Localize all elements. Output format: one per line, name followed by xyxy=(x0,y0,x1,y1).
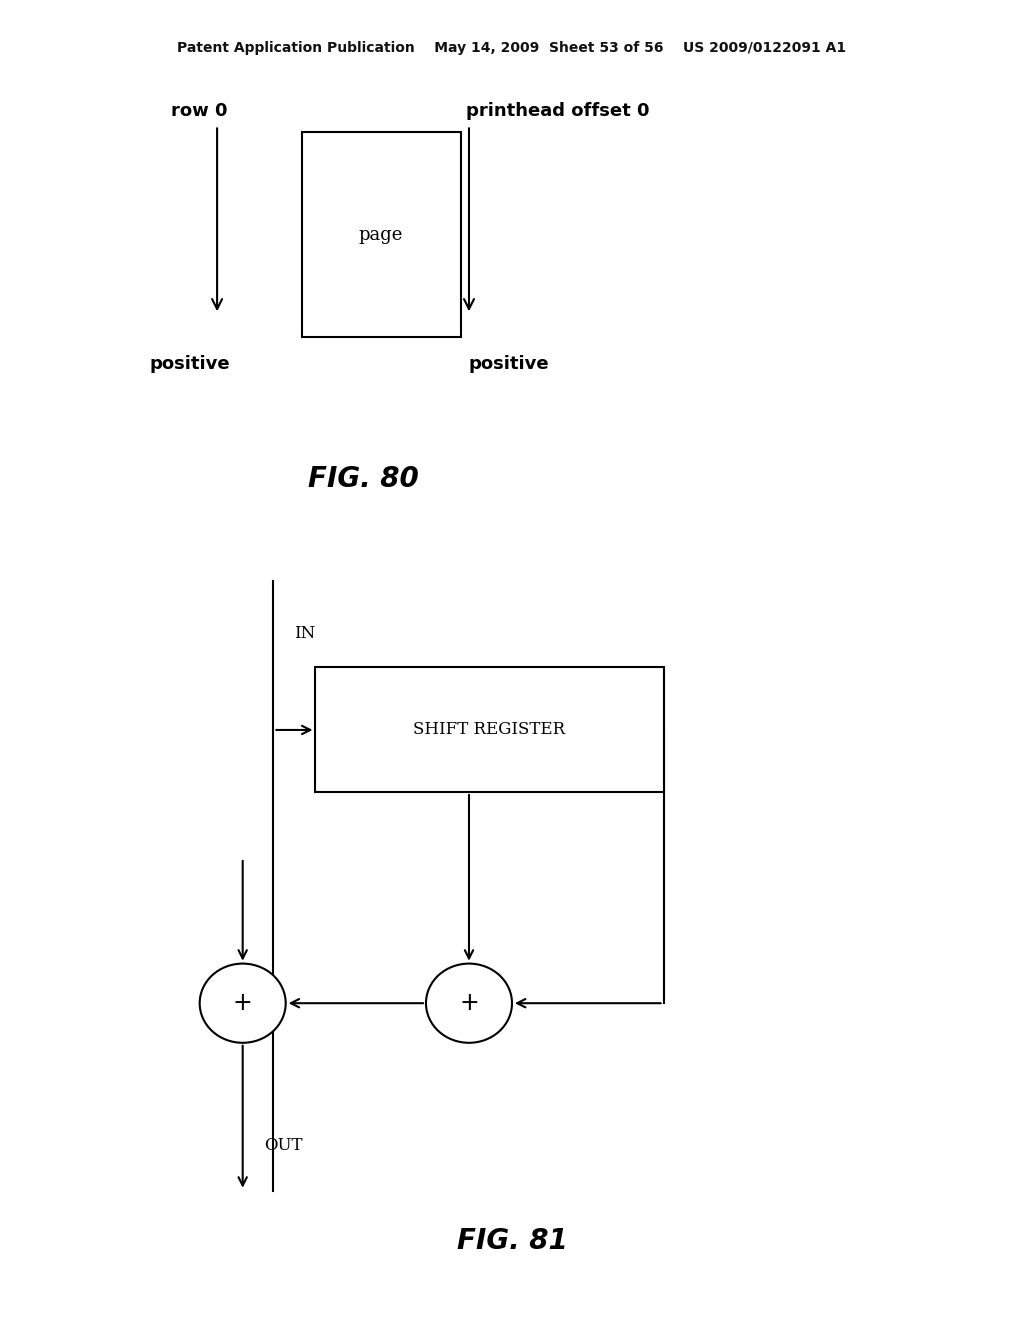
Text: +: + xyxy=(459,991,479,1015)
Text: page: page xyxy=(358,226,403,244)
Bar xyxy=(315,667,664,792)
Ellipse shape xyxy=(426,964,512,1043)
Text: printhead offset 0: printhead offset 0 xyxy=(466,102,649,120)
Text: +: + xyxy=(232,991,253,1015)
Ellipse shape xyxy=(200,964,286,1043)
Text: SHIFT REGISTER: SHIFT REGISTER xyxy=(414,722,565,738)
Text: Patent Application Publication    May 14, 2009  Sheet 53 of 56    US 2009/012209: Patent Application Publication May 14, 2… xyxy=(177,41,847,55)
Text: positive: positive xyxy=(469,355,550,374)
Text: OUT: OUT xyxy=(264,1138,303,1154)
Text: FIG. 80: FIG. 80 xyxy=(308,465,419,494)
Text: FIG. 81: FIG. 81 xyxy=(457,1226,567,1255)
Text: row 0: row 0 xyxy=(171,102,228,120)
Text: IN: IN xyxy=(294,626,315,642)
Bar xyxy=(302,132,461,337)
Text: positive: positive xyxy=(150,355,229,374)
